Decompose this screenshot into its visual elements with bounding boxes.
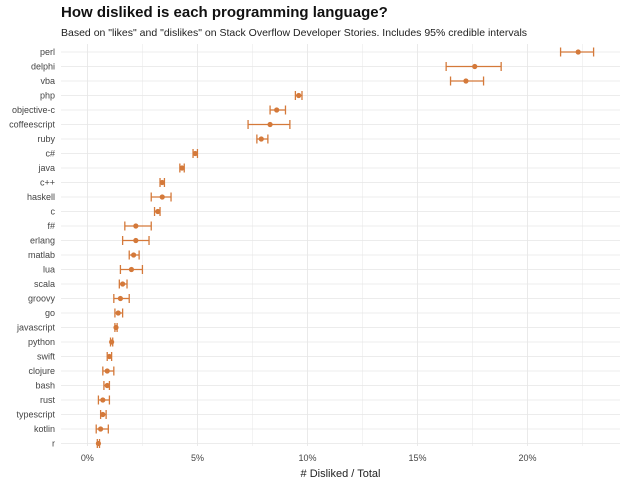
y-tick-label: go: [45, 308, 55, 318]
point-matlab: [131, 252, 137, 258]
point-haskell: [159, 194, 165, 200]
y-tick-label: clojure: [28, 366, 55, 376]
point-c: [155, 208, 161, 215]
error-bar-perl: [559, 47, 595, 57]
y-tick-label: perl: [40, 47, 55, 57]
error-bar-lua: [119, 265, 144, 274]
y-tick-label: bash: [35, 381, 55, 391]
point-lua: [128, 266, 135, 273]
y-tick-label: c++: [40, 178, 55, 188]
error-bar-rust: [97, 395, 111, 405]
y-tick-label: erlang: [30, 236, 55, 246]
point-f#: [133, 223, 139, 229]
error-bar-kotlin: [95, 424, 109, 434]
error-bar-javascript: [113, 323, 119, 332]
error-bar-java: [179, 163, 185, 173]
y-tick-label: rust: [40, 395, 56, 405]
grid-layer: [61, 44, 620, 446]
point-erlang: [133, 237, 139, 244]
point-clojure: [104, 368, 110, 374]
y-tick-label: f#: [47, 221, 55, 231]
y-tick-label: kotlin: [34, 424, 55, 434]
data-layer: [95, 47, 595, 448]
y-tick-label: coffeescript: [9, 120, 55, 130]
error-bar-objective-c: [269, 105, 287, 115]
point-bash: [104, 382, 110, 389]
point-delphi: [472, 63, 478, 70]
point-javascript: [113, 324, 119, 331]
error-bar-f#: [124, 221, 152, 231]
chart-title: How disliked is each programming languag…: [61, 4, 388, 21]
y-tick-label: typescript: [16, 410, 55, 420]
error-bar-clojure: [102, 366, 115, 376]
y-tick-label: c: [51, 207, 56, 217]
y-tick-label: scala: [34, 279, 55, 289]
x-tick-label: 0%: [81, 453, 94, 463]
error-bar-haskell: [150, 192, 172, 202]
error-bar-r: [95, 439, 102, 448]
point-coffeescript: [267, 121, 273, 128]
y-tick-label: delphi: [31, 62, 55, 72]
point-kotlin: [98, 426, 104, 432]
y-tick-label: python: [28, 337, 55, 347]
point-c#: [192, 150, 198, 157]
y-axis: perl delphi vba php objective-c coffeescript r…: [9, 47, 55, 449]
chart-subtitle: Based on "likes" and "dislikes" on Stack…: [61, 27, 528, 39]
point-go: [115, 310, 121, 316]
error-bar-matlab: [128, 250, 140, 260]
point-swift: [106, 353, 113, 360]
x-tick-label: 15%: [409, 453, 427, 463]
point-ruby: [258, 136, 264, 142]
x-tick-label: 5%: [191, 453, 204, 463]
x-tick-label: 10%: [298, 453, 316, 463]
y-tick-label: r: [52, 439, 55, 449]
error-bar-c: [153, 207, 161, 216]
error-bar-ruby: [256, 134, 269, 144]
point-perl: [575, 49, 581, 55]
error-bar-typescript: [99, 410, 107, 419]
error-bar-scala: [118, 279, 128, 289]
error-bar-coffeescript: [247, 120, 291, 129]
y-tick-label: java: [37, 163, 55, 173]
error-bar-swift: [106, 352, 113, 361]
x-axis: 0% 5% 10% 15% 20%: [81, 453, 537, 463]
error-bar-php: [294, 91, 303, 100]
y-tick-label: matlab: [28, 250, 55, 260]
y-tick-label: php: [40, 91, 55, 101]
error-bar-go: [114, 308, 124, 318]
error-bar-bash: [103, 381, 111, 390]
y-tick-label: haskell: [27, 192, 55, 202]
y-tick-label: c#: [45, 149, 55, 159]
point-rust: [100, 397, 106, 403]
x-tick-label: 20%: [519, 453, 537, 463]
y-tick-label: javascript: [16, 323, 56, 333]
point-typescript: [100, 411, 106, 418]
error-bar-c#: [192, 149, 199, 158]
error-bar-c++: [159, 178, 166, 187]
error-bar-delphi: [445, 62, 502, 71]
point-scala: [120, 281, 126, 287]
y-tick-label: ruby: [37, 134, 55, 144]
error-bar-vba: [449, 76, 485, 86]
point-objective-c: [274, 107, 280, 113]
point-php: [296, 92, 302, 99]
point-c++: [159, 179, 165, 186]
y-tick-label: groovy: [28, 294, 56, 304]
x-axis-label: # Disliked / Total: [301, 468, 381, 480]
point-groovy: [117, 295, 124, 302]
error-bar-erlang: [121, 236, 150, 245]
error-bar-groovy: [113, 294, 130, 303]
y-tick-label: vba: [40, 76, 55, 86]
point-python: [109, 339, 115, 345]
y-tick-label: objective-c: [12, 105, 56, 115]
y-tick-label: swift: [37, 352, 55, 362]
point-r: [95, 440, 102, 447]
error-bar-python: [109, 337, 115, 347]
point-java: [179, 165, 185, 171]
point-vba: [463, 78, 469, 84]
y-tick-label: lua: [43, 265, 55, 275]
